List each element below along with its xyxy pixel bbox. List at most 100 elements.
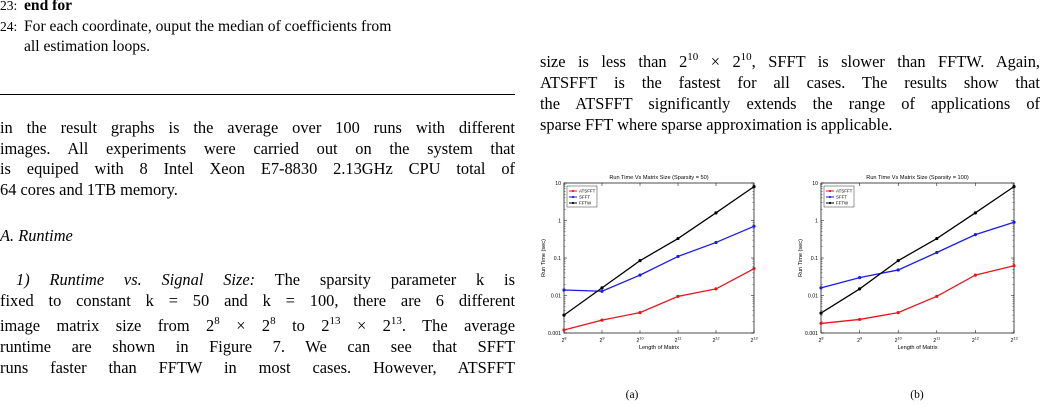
x-tick-label: 29 bbox=[857, 337, 862, 345]
data-point-atsfft bbox=[600, 318, 604, 322]
x-tick-label: 212 bbox=[712, 337, 719, 345]
y-tick-label: 0.1 bbox=[554, 256, 561, 262]
legend-label: ATSFFT bbox=[579, 189, 596, 194]
text-line: 1) Runtime vs. Signal Size: The sparsity… bbox=[0, 269, 515, 290]
y-tick-label: 1 bbox=[558, 219, 561, 225]
series-line-fftw bbox=[820, 186, 1015, 314]
data-point-fftw bbox=[973, 211, 978, 215]
exponent: 13 bbox=[329, 315, 341, 327]
x-axis-label: Length of Matrix bbox=[639, 345, 679, 351]
chart-title: Run Time Vs Matrix Size (Sparsity = 100) bbox=[866, 175, 969, 181]
algorithm-line-text: For each coordinate, ouput the median of… bbox=[24, 18, 392, 35]
exponent: 8 bbox=[214, 315, 220, 327]
series-line-sfft bbox=[820, 221, 1015, 289]
series-line-sfft bbox=[563, 225, 755, 292]
data-point-fftw bbox=[600, 286, 604, 290]
text-span: . The average bbox=[401, 316, 516, 335]
data-point-fftw bbox=[714, 211, 718, 215]
legend-label: SFFT bbox=[579, 195, 590, 200]
left-paragraph: in the result graphs is the average over… bbox=[0, 118, 515, 200]
data-point-fftw bbox=[562, 313, 566, 317]
data-point-fftw bbox=[819, 311, 823, 315]
x-tick-label: 212 bbox=[972, 337, 979, 345]
data-point-sfft bbox=[676, 254, 680, 259]
caption-b: (b) bbox=[910, 389, 924, 401]
data-point-fftw bbox=[896, 259, 900, 263]
legend-marker bbox=[828, 195, 832, 199]
x-tick-label: 210 bbox=[636, 337, 643, 345]
text-line: 64 cores and 1TB memory. bbox=[0, 179, 178, 199]
data-point-sfft bbox=[600, 289, 604, 293]
y-tick-label: 0.1 bbox=[811, 256, 818, 262]
data-point-sfft bbox=[973, 233, 978, 237]
keyword-end-for: end for bbox=[24, 0, 73, 14]
series-line-fftw bbox=[563, 186, 755, 316]
legend-label: SFFT bbox=[836, 195, 847, 200]
text-span: × 2 bbox=[219, 316, 271, 335]
text-span: image matrix size from 2 bbox=[0, 316, 215, 335]
legend-label: FFTW bbox=[579, 201, 592, 206]
data-point-sfft bbox=[896, 268, 900, 272]
chart-b: Run Time Vs Matrix Size (Sparsity = 100)… bbox=[798, 175, 1018, 351]
data-point-atsfft bbox=[752, 267, 756, 271]
exponent: 13 bbox=[390, 315, 402, 327]
y-tick-label: 10 bbox=[812, 181, 818, 187]
text-line: sparse FFT where sparse approximation is… bbox=[540, 115, 893, 134]
chart-a: Run Time Vs Matrix Size (Sparsity = 50) 0… bbox=[541, 175, 758, 351]
data-point-atsfft bbox=[973, 273, 978, 277]
y-tick-label: 0.001 bbox=[805, 331, 818, 337]
text-line: size is less than 210 × 210, SFFT is slo… bbox=[540, 47, 1040, 72]
data-point-atsfft bbox=[676, 294, 680, 298]
y-tick-label: 1 bbox=[815, 219, 818, 225]
data-point-sfft bbox=[714, 240, 718, 245]
legend-label: FFTW bbox=[836, 201, 849, 206]
data-point-atsfft bbox=[638, 310, 642, 315]
data-point-sfft bbox=[562, 288, 566, 292]
right-paragraph: size is less than 210 × 210, SFFT is slo… bbox=[540, 47, 1040, 135]
data-point-atsfft bbox=[819, 321, 823, 326]
y-tick-label: 10 bbox=[555, 181, 561, 187]
legend-marker bbox=[571, 195, 575, 199]
data-point-sfft bbox=[819, 286, 823, 290]
data-point-fftw bbox=[676, 236, 680, 241]
text-line: ATSFFT is the fastest for all cases. The… bbox=[540, 73, 1040, 92]
data-point-fftw bbox=[752, 185, 756, 189]
data-point-fftw bbox=[1012, 185, 1016, 189]
series-line-atsfft bbox=[563, 268, 755, 331]
algorithm-line-text: all estimation loops. bbox=[24, 38, 151, 55]
data-point-atsfft bbox=[858, 317, 862, 322]
legend-marker bbox=[571, 201, 575, 205]
x-tick-label: 29 bbox=[599, 337, 604, 345]
data-point-fftw bbox=[935, 236, 939, 241]
exponent: 10 bbox=[687, 51, 699, 63]
legend-marker bbox=[571, 189, 575, 193]
text-line: is equiped with 8 Intel Xeon E7-8830 2.1… bbox=[0, 159, 515, 179]
x-tick-label: 28 bbox=[818, 337, 823, 345]
section-heading: A. Runtime bbox=[0, 226, 73, 245]
data-point-sfft bbox=[858, 276, 862, 280]
text-span: × 2 bbox=[340, 316, 391, 335]
x-tick-label: 213 bbox=[1010, 337, 1017, 345]
y-axis-label: Run Time (sec) bbox=[798, 239, 804, 277]
exponent: 8 bbox=[270, 315, 276, 327]
text-line: runs faster than FFTW in most cases. How… bbox=[0, 358, 515, 377]
algorithm-line-24: 24: For each coordinate, ouput the median… bbox=[0, 17, 391, 37]
y-tick-label: 0.01 bbox=[551, 294, 561, 300]
data-point-atsfft bbox=[1012, 264, 1016, 268]
x-tick-label: 28 bbox=[561, 337, 566, 345]
text-line: the ATSFFT significantly extends the ran… bbox=[540, 94, 1040, 113]
x-axis-label: Length of Matrix bbox=[897, 345, 937, 351]
y-tick-label: 0.01 bbox=[808, 294, 818, 300]
text-line: runtime are shown in Figure 7. We can se… bbox=[0, 337, 515, 356]
text-line: images. All experiments were carried out… bbox=[0, 138, 515, 158]
data-point-atsfft bbox=[896, 310, 900, 315]
text-line: image matrix size from 28 × 28 to 213 × … bbox=[0, 311, 515, 336]
legend-marker bbox=[828, 189, 832, 193]
chart-title: Run Time Vs Matrix Size (Sparsity = 50) bbox=[609, 175, 708, 181]
y-axis-label: Run Time (sec) bbox=[541, 239, 547, 277]
x-tick-label: 211 bbox=[675, 337, 682, 345]
text-span: size is less than 2 bbox=[540, 52, 688, 71]
data-point-atsfft bbox=[935, 294, 939, 298]
subsection-heading: 1) Runtime vs. Signal Size: bbox=[16, 270, 256, 289]
legend-marker bbox=[828, 201, 832, 205]
